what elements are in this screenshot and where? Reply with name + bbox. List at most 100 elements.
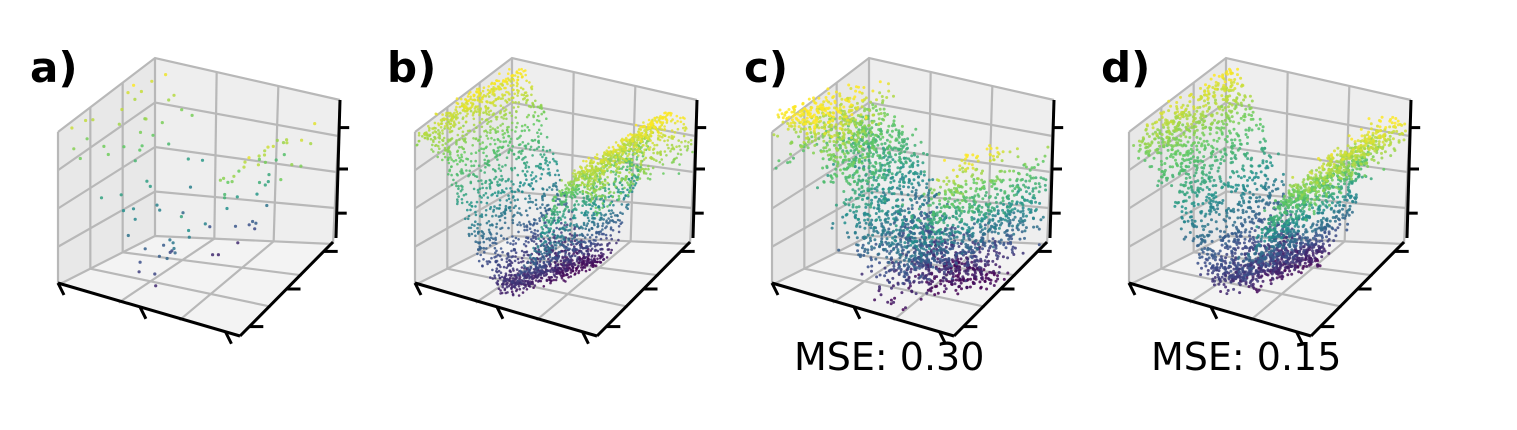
scatter-point [580,181,584,184]
scatter-point [987,221,990,225]
scatter-point [907,185,910,189]
scatter-point [881,135,885,139]
scatter-point [484,106,488,110]
scatter-point [942,290,946,294]
scatter-point [547,251,551,254]
scatter-point [589,192,593,196]
scatter-point [558,189,561,193]
scatter-point [994,263,998,267]
scatter-point [1002,211,1006,215]
scatter-point [628,167,632,170]
scatter-point [479,253,483,257]
scatter-point [669,119,673,123]
scatter-point [1000,159,1004,163]
scatter-point [987,249,990,253]
scatter-point [551,199,555,202]
scatter-point [565,272,569,276]
scatter-point [466,129,470,133]
scatter-point [510,249,513,253]
scatter-point [644,167,647,171]
scatter-point [497,138,500,142]
scatter-point [679,148,682,152]
scatter-point [969,251,973,255]
scatter-point [473,98,476,102]
scatter-point [871,155,875,158]
scatter-point [1003,170,1007,174]
scatter-point [511,190,514,193]
scatter-point [667,146,670,150]
scatter-point [886,173,890,177]
scatter-point [181,211,185,215]
scatter-point [992,158,996,162]
scatter-point [992,273,996,277]
scatter-point [623,186,626,190]
scatter-point [895,171,899,175]
scatter-point [849,149,853,153]
scatter-point [517,101,521,104]
grid-line [90,267,272,308]
scatter-point [537,252,541,256]
scatter-point [997,219,1001,223]
scatter-point [431,127,434,130]
scatter-point [480,230,484,233]
scatter-point [498,145,502,149]
scatter-point [863,131,867,135]
scatter-point [927,269,931,273]
scatter-point [461,185,464,188]
scatter-point [515,110,518,114]
scatter-point [608,157,612,160]
scatter-point [527,241,530,244]
scatter-point [133,97,137,101]
scatter-point [997,226,1001,230]
scatter-point [536,234,540,237]
scatter-point [500,174,503,178]
scatter-point [602,218,605,221]
scatter-point [596,249,599,253]
scatter-point [583,256,586,260]
scatter-point [477,149,481,152]
scatter-point [507,194,510,197]
scatter-point [599,211,602,215]
scatter-point [553,266,556,270]
scatter-point [618,181,622,185]
scatter-point [677,172,681,175]
scatter-point [571,237,574,241]
scatter-point [579,173,582,176]
scatter-point [505,90,508,94]
scatter-point [465,169,468,172]
scatter-point [577,203,580,206]
scatter-point [670,129,674,132]
scatter-point [483,171,487,174]
scatter-point [855,130,859,134]
scatter-point [878,161,882,165]
scatter-point [998,241,1002,245]
scatter-point [609,165,612,168]
scatter-point [473,107,477,110]
scatter-point [661,117,665,120]
scatter-point [513,74,517,77]
scatter-point [922,173,926,177]
scatter-point [526,237,530,240]
scatter-point [534,218,537,222]
scatter-point [612,148,616,151]
scatter-point [609,201,612,205]
scatter-point [899,207,903,211]
scatter-point [650,130,653,134]
scatter-point [255,192,259,196]
scatter-point [553,210,556,213]
scatter-point [875,189,879,192]
scatter-point [539,206,542,209]
scatter-point [509,84,513,87]
scatter-point [518,221,521,224]
scatter-point [563,227,566,231]
scatter-point [282,153,286,157]
scatter-point [494,238,498,241]
scatter-point [630,163,634,166]
scatter-point [605,237,608,240]
scatter-point [935,205,939,209]
scatter-point [580,266,583,269]
scatter-point [885,162,889,166]
grid-line [122,251,303,277]
scatter-point [575,199,578,203]
scatter-point [168,238,172,242]
